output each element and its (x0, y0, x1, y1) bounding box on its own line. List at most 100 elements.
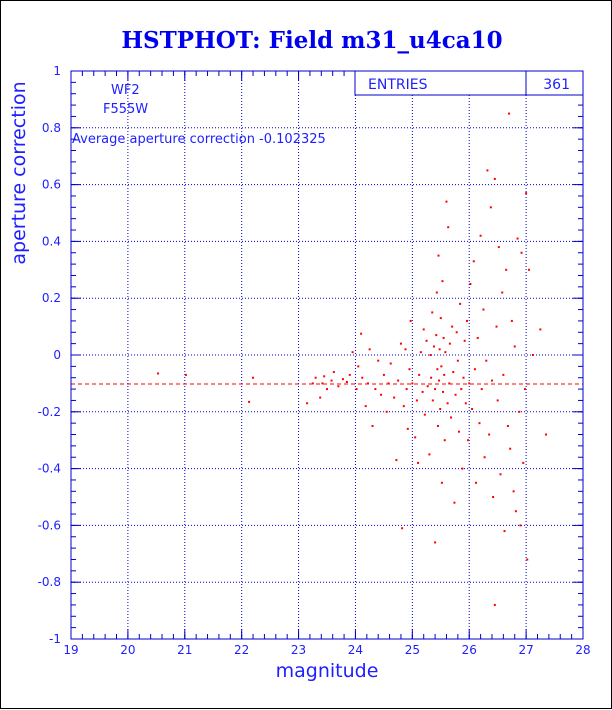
data-point (314, 376, 317, 379)
filter-label: F555W (103, 102, 148, 117)
data-point (455, 331, 458, 334)
y-tick-label: -0.4 (38, 462, 61, 476)
data-point (442, 336, 445, 339)
data-point (406, 427, 409, 430)
data-point (485, 359, 488, 362)
data-point (421, 390, 424, 393)
data-point (439, 317, 442, 320)
data-point (442, 390, 445, 393)
data-point (445, 200, 448, 203)
data-point (468, 382, 471, 385)
data-point (395, 459, 398, 462)
data-point (405, 388, 408, 391)
data-point (360, 332, 363, 335)
data-point (330, 379, 333, 382)
data-point (397, 379, 400, 382)
data-point (368, 348, 371, 351)
data-point (399, 342, 402, 345)
data-point (518, 410, 521, 413)
data-point (393, 396, 396, 399)
data-point (448, 342, 451, 345)
y-tick-label: 0 (53, 348, 61, 362)
data-point (426, 385, 429, 388)
data-point (525, 192, 528, 195)
data-point (439, 407, 442, 410)
data-point (434, 388, 437, 391)
x-tick-label: 19 (63, 643, 78, 657)
data-point (446, 402, 449, 405)
data-point (493, 603, 496, 606)
data-point (480, 388, 483, 391)
data-point (456, 359, 459, 362)
data-point (495, 325, 498, 328)
data-point (479, 234, 482, 237)
data-point (345, 380, 348, 383)
x-tick-label: 24 (348, 643, 363, 657)
chart-title: HSTPHOT: Field m31_u4ca10 (121, 27, 502, 54)
x-tick-label: 27 (518, 643, 533, 657)
y-tick-label: 0.8 (42, 121, 61, 135)
data-point (157, 372, 160, 375)
data-point (341, 378, 344, 381)
data-point (492, 496, 495, 498)
data-point (461, 467, 464, 470)
data-point (467, 439, 470, 442)
data-point (357, 365, 360, 368)
data-point (348, 373, 351, 376)
data-point (434, 541, 437, 544)
data-point (311, 382, 314, 385)
data-point (522, 461, 525, 464)
data-point (435, 291, 438, 294)
y-tick-label: 0.6 (42, 178, 61, 192)
x-tick-label: 20 (120, 643, 135, 657)
x-tick-label: 26 (462, 643, 477, 657)
data-point (423, 413, 426, 416)
data-point (425, 339, 428, 342)
stats-box (354, 70, 584, 96)
data-point (438, 348, 441, 351)
data-point (510, 319, 513, 322)
data-point (417, 461, 420, 464)
data-point (402, 405, 405, 408)
data-point (478, 422, 481, 425)
data-point (435, 334, 438, 337)
data-point (323, 375, 326, 378)
data-point (431, 311, 434, 314)
data-point (459, 302, 462, 305)
data-point (440, 365, 443, 368)
data-point (513, 345, 516, 348)
data-point (462, 376, 465, 379)
data-point (471, 407, 474, 410)
data-point (496, 399, 499, 402)
data-point (371, 425, 374, 427)
data-point (545, 433, 548, 436)
data-point (475, 481, 478, 484)
y-tick-label: 0.2 (42, 291, 61, 305)
x-tick-label: 28 (575, 643, 590, 657)
data-point (351, 351, 354, 354)
data-point (411, 382, 414, 385)
data-point (514, 510, 517, 513)
data-point (523, 388, 526, 391)
data-point (382, 373, 385, 376)
data-point (539, 328, 542, 331)
data-point (502, 373, 505, 376)
data-point (441, 280, 444, 283)
data-point (337, 385, 340, 388)
data-point (520, 251, 523, 254)
data-point (443, 373, 446, 376)
data-point (452, 371, 455, 374)
data-point (490, 379, 493, 382)
data-point (531, 354, 534, 356)
data-point (415, 399, 418, 402)
data-point (519, 524, 522, 527)
data-point (326, 388, 328, 391)
axes: 19 20 21 22 23 24 25 26 27 28 -1 -0.8 -0.6 -0.4 -0.2 0 0… (38, 64, 591, 657)
data-point (422, 328, 425, 331)
data-point (440, 481, 443, 484)
data-point (505, 268, 508, 271)
stats-value: 361 (543, 77, 570, 93)
x-tick-label: 23 (291, 643, 306, 657)
average-correction-label: Average aperture correction -0.102325 (72, 132, 326, 147)
data-point (387, 382, 390, 385)
